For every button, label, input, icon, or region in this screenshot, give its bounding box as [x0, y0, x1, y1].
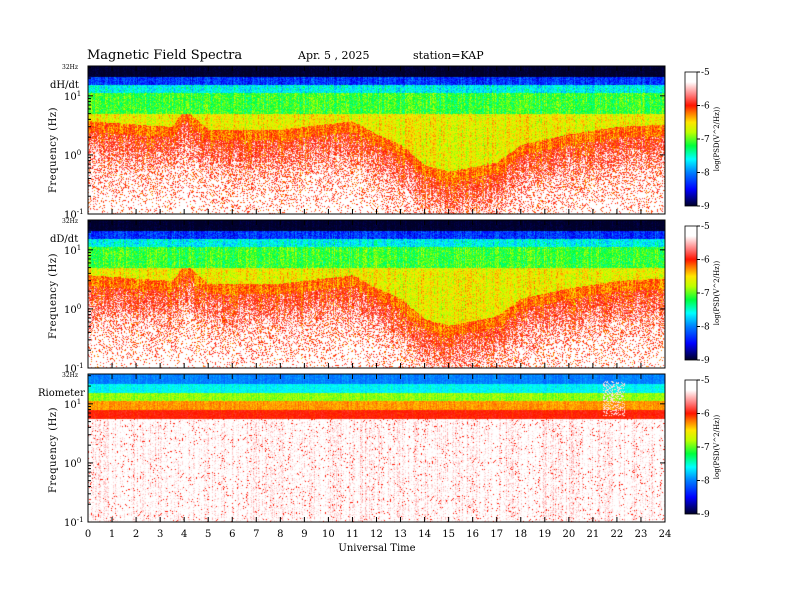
y-tick-label: 100 — [64, 457, 81, 470]
x-tick-label: 4 — [181, 529, 187, 540]
x-tick-label: 18 — [514, 529, 527, 540]
x-tick-label: 14 — [418, 529, 431, 540]
x-tick-label: 9 — [301, 529, 307, 540]
colorbar-tick-label: -8 — [701, 169, 710, 179]
x-tick-label: 12 — [370, 529, 383, 540]
x-tick-label: 20 — [562, 529, 575, 540]
y-axis-label: Frequency (Hz) — [48, 253, 59, 339]
chart-title: Magnetic Field Spectra — [87, 48, 242, 63]
x-tick-label: 11 — [346, 529, 359, 540]
colorbar-tick-label: -8 — [701, 477, 710, 487]
x-tick-label: 6 — [229, 529, 235, 540]
y-top-label: 32Hz — [62, 218, 78, 225]
spectrogram-dhdt — [88, 66, 665, 214]
station-label: station=KAP — [413, 49, 484, 62]
spectrogram-dddt — [88, 220, 665, 368]
panel-riometer — [87, 373, 666, 523]
x-tick-label: 1 — [109, 529, 115, 540]
x-tick-label: 7 — [253, 529, 259, 540]
x-tick-label: 0 — [85, 529, 91, 540]
x-tick-label: 5 — [205, 529, 211, 540]
x-tick-label: 21 — [587, 529, 600, 540]
colorbar — [684, 379, 698, 515]
y-top-label: 32Hz — [62, 372, 78, 379]
colorbar-tick-label: -7 — [701, 135, 710, 145]
y-axis-label: Frequency (Hz) — [48, 107, 59, 193]
x-tick-label: 19 — [538, 529, 551, 540]
colorbar-tick-label: -6 — [701, 410, 710, 420]
date-label: Apr. 5 , 2025 — [297, 49, 370, 62]
colorbar — [684, 225, 698, 361]
colorbar-tick-label: -9 — [701, 510, 710, 520]
colorbar-tick-label: -6 — [701, 256, 710, 266]
x-tick-label: 24 — [659, 529, 672, 540]
spectrogram-riometer — [88, 374, 665, 522]
panel-label-riometer: Riometer — [38, 388, 85, 399]
y-top-label: 32Hz — [62, 64, 78, 71]
x-tick-label: 16 — [466, 529, 479, 540]
colorbar-label: log(PSD(V^2/Hz)) — [713, 414, 721, 479]
colorbar-tick-label: -6 — [701, 102, 710, 112]
y-tick-label: 101 — [64, 398, 81, 411]
colorbar — [684, 71, 698, 207]
x-tick-label: 23 — [635, 529, 648, 540]
panel-label-dddt: dD/dt — [50, 234, 78, 245]
panel-dddt — [87, 219, 666, 369]
colorbars: -5 -6 -7 -8 -9 log(PSD(V^2/Hz)) -5 -6 -7 -8 -9 log(… — [684, 68, 721, 520]
x-tick-label: 8 — [277, 529, 283, 540]
x-axis-label: Universal Time — [338, 543, 415, 554]
y-tick-label: 100 — [64, 303, 81, 316]
x-tick-label: 3 — [157, 529, 163, 540]
colorbar-tick-label: -9 — [701, 356, 710, 366]
y-tick-label: 10-1 — [64, 516, 84, 529]
x-tick-label: 17 — [490, 529, 503, 540]
colorbar-tick-label: -9 — [701, 202, 710, 212]
y-tick-label: 101 — [64, 244, 81, 257]
x-tick-label: 22 — [611, 529, 624, 540]
colorbar-tick-label: -7 — [701, 289, 710, 299]
y-axis-label: Frequency (Hz) — [48, 407, 59, 493]
panel-dhdt — [87, 65, 666, 215]
y-tick-label: 101 — [64, 90, 81, 103]
colorbar-tick-label: -5 — [701, 222, 710, 232]
y-tick-label: 100 — [64, 149, 81, 162]
x-tick-label: 10 — [322, 529, 335, 540]
colorbar-label: log(PSD(V^2/Hz)) — [713, 260, 721, 325]
x-tick-label: 2 — [133, 529, 139, 540]
colorbar-tick-label: -5 — [701, 68, 710, 78]
panel-label-dhdt: dH/dt — [50, 80, 79, 91]
colorbar-tick-label: -5 — [701, 376, 710, 386]
colorbar-tick-label: -8 — [701, 323, 710, 333]
y-ticks: 32Hz10110010-132Hz10110010-132Hz10110010… — [62, 64, 665, 529]
x-tick-label: 13 — [394, 529, 407, 540]
x-tick-label: 15 — [442, 529, 455, 540]
colorbar-label: log(PSD(V^2/Hz)) — [713, 106, 721, 171]
y-tick-label: 10-1 — [64, 362, 84, 375]
y-tick-label: 10-1 — [64, 208, 84, 221]
colorbar-tick-label: -7 — [701, 443, 710, 453]
x-ticks: 0 1 2 3 4 5 6 7 8 9 10 11 12 13 14 15 16 17 18 19 20 21 22 23 24 — [85, 66, 672, 540]
